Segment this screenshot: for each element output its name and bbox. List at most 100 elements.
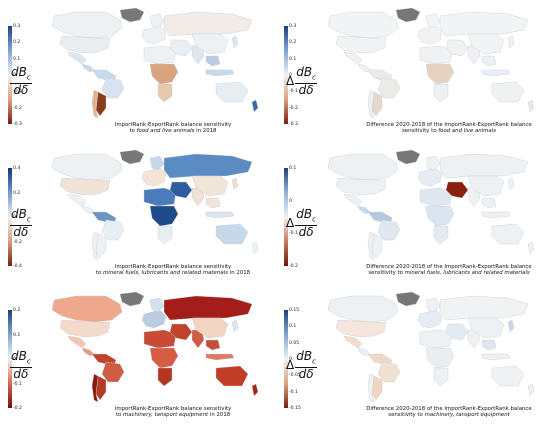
country-region-chile <box>367 89 375 119</box>
colorbar <box>284 26 288 124</box>
country-region-russia <box>439 295 529 321</box>
country-region-africa_n <box>143 329 177 349</box>
country-region-indonesia <box>481 211 511 219</box>
country-region-scandinavia <box>149 297 165 313</box>
country-region-europe <box>417 167 443 187</box>
country-region-se_asia <box>205 339 221 351</box>
country-region-africa_n <box>143 45 177 65</box>
country-region-central_am <box>81 347 95 357</box>
country-region-mexico <box>67 51 87 65</box>
country-region-russia <box>439 11 529 37</box>
country-region-japan <box>231 177 239 191</box>
colorbar-tick-label: -0.2 <box>13 105 22 111</box>
colorbar-tick-label: 0.1 <box>289 56 297 62</box>
country-region-africa_n <box>419 329 453 349</box>
country-region-japan <box>507 35 515 49</box>
map-panel-machinery-2018: 0.2 0.1 0 -0.1 -0.2 dBc dδ ImportRank-ExportRan… <box>0 284 268 420</box>
colorbar-tick-label: -0.1 <box>289 89 298 95</box>
colorbar-tick-label: -0.2 <box>289 105 298 111</box>
colorbar-tick-label: -0.3 <box>289 122 298 127</box>
map-caption: ImportRank-ExportRank balance sensitivit… <box>95 264 251 277</box>
colorbar-tick-label: 0.2 <box>13 308 21 313</box>
country-region-europe <box>141 25 167 45</box>
country-region-se_asia <box>481 339 497 351</box>
colorbar-tick-label: 0.05 <box>289 340 300 346</box>
country-region-africa_c <box>149 205 179 227</box>
country-region-indonesia <box>205 353 235 361</box>
country-region-brazil <box>101 361 125 383</box>
country-region-usa <box>335 319 387 338</box>
country-region-brazil <box>377 361 401 383</box>
country-region-europe <box>417 25 443 45</box>
map-caption: Difference 2020-2018 of the ImportRank-E… <box>366 406 532 419</box>
colorbar-tick-label: 0.2 <box>13 190 21 196</box>
country-region-mexico <box>343 51 363 65</box>
country-region-china <box>191 33 229 55</box>
country-region-mexico <box>67 335 87 349</box>
colorbar-axis-label: dBc dδ <box>10 207 32 240</box>
country-region-indonesia <box>205 69 235 77</box>
country-region-scandinavia <box>425 13 441 29</box>
country-region-mideast <box>445 181 469 199</box>
country-region-brazil <box>377 77 401 99</box>
colorbar-tick-label: 0 <box>289 198 292 204</box>
country-region-africa_s <box>433 83 449 103</box>
country-region-central_am <box>357 63 371 73</box>
country-region-central_am <box>81 205 95 215</box>
country-region-chile <box>91 231 99 261</box>
map-panel-fuels-2018: 0.4 0.2 0 -0.2 -0.4 dBc dδ ImportRank-ExportRan… <box>0 142 268 278</box>
country-region-scandinavia <box>149 13 165 29</box>
country-region-indonesia <box>481 69 511 77</box>
country-region-greenland <box>119 291 145 307</box>
country-region-usa <box>59 319 111 338</box>
country-region-canada <box>51 295 123 323</box>
country-region-se_asia <box>205 55 221 67</box>
world-map <box>327 7 535 119</box>
country-region-mideast <box>169 181 193 199</box>
colorbar-tick-label: -0.2 <box>13 406 22 411</box>
country-region-russia <box>163 153 253 179</box>
colorbar-tick-label: 0 <box>13 215 16 220</box>
country-region-se_asia <box>481 55 497 67</box>
map-caption: ImportRank-ExportRank balance sensitivit… <box>114 406 232 419</box>
country-region-greenland <box>119 149 145 165</box>
country-region-japan <box>507 319 515 333</box>
world-map <box>51 149 259 261</box>
colorbar-tick-label: -0.4 <box>13 264 22 269</box>
country-region-canada <box>327 153 399 181</box>
country-region-usa <box>59 35 111 54</box>
country-region-chile <box>91 373 99 403</box>
country-region-mideast <box>169 323 193 341</box>
country-region-indonesia <box>205 211 235 219</box>
country-region-usa <box>335 177 387 196</box>
colorbar <box>284 168 288 266</box>
country-region-europe <box>141 309 167 329</box>
world-map <box>327 149 535 261</box>
colorbar-tick-label: 0.2 <box>13 40 21 46</box>
country-region-se_asia <box>481 197 497 209</box>
colorbar-tick-label: -0.1 <box>13 381 22 387</box>
country-region-canada <box>51 153 123 181</box>
country-region-europe <box>141 167 167 187</box>
country-region-australia <box>491 81 525 103</box>
colorbar-tick-label: -0.05 <box>289 373 301 379</box>
country-region-indonesia <box>481 353 511 361</box>
country-region-chile <box>367 231 375 261</box>
colorbar <box>8 310 12 408</box>
country-region-japan <box>231 35 239 49</box>
country-region-europe <box>417 309 443 329</box>
country-region-central_am <box>357 205 371 215</box>
country-region-africa_c <box>425 205 455 227</box>
country-region-mideast <box>445 323 469 341</box>
country-region-mexico <box>67 193 87 207</box>
country-region-australia <box>215 365 249 387</box>
colorbar-tick-label: -0.15 <box>289 406 301 411</box>
country-region-africa_s <box>157 83 173 103</box>
country-region-africa_c <box>425 347 455 369</box>
colorbar-tick-label: 0 <box>13 357 16 362</box>
country-region-central_am <box>357 347 371 357</box>
country-region-africa_c <box>149 347 179 369</box>
country-region-africa_n <box>419 45 453 65</box>
